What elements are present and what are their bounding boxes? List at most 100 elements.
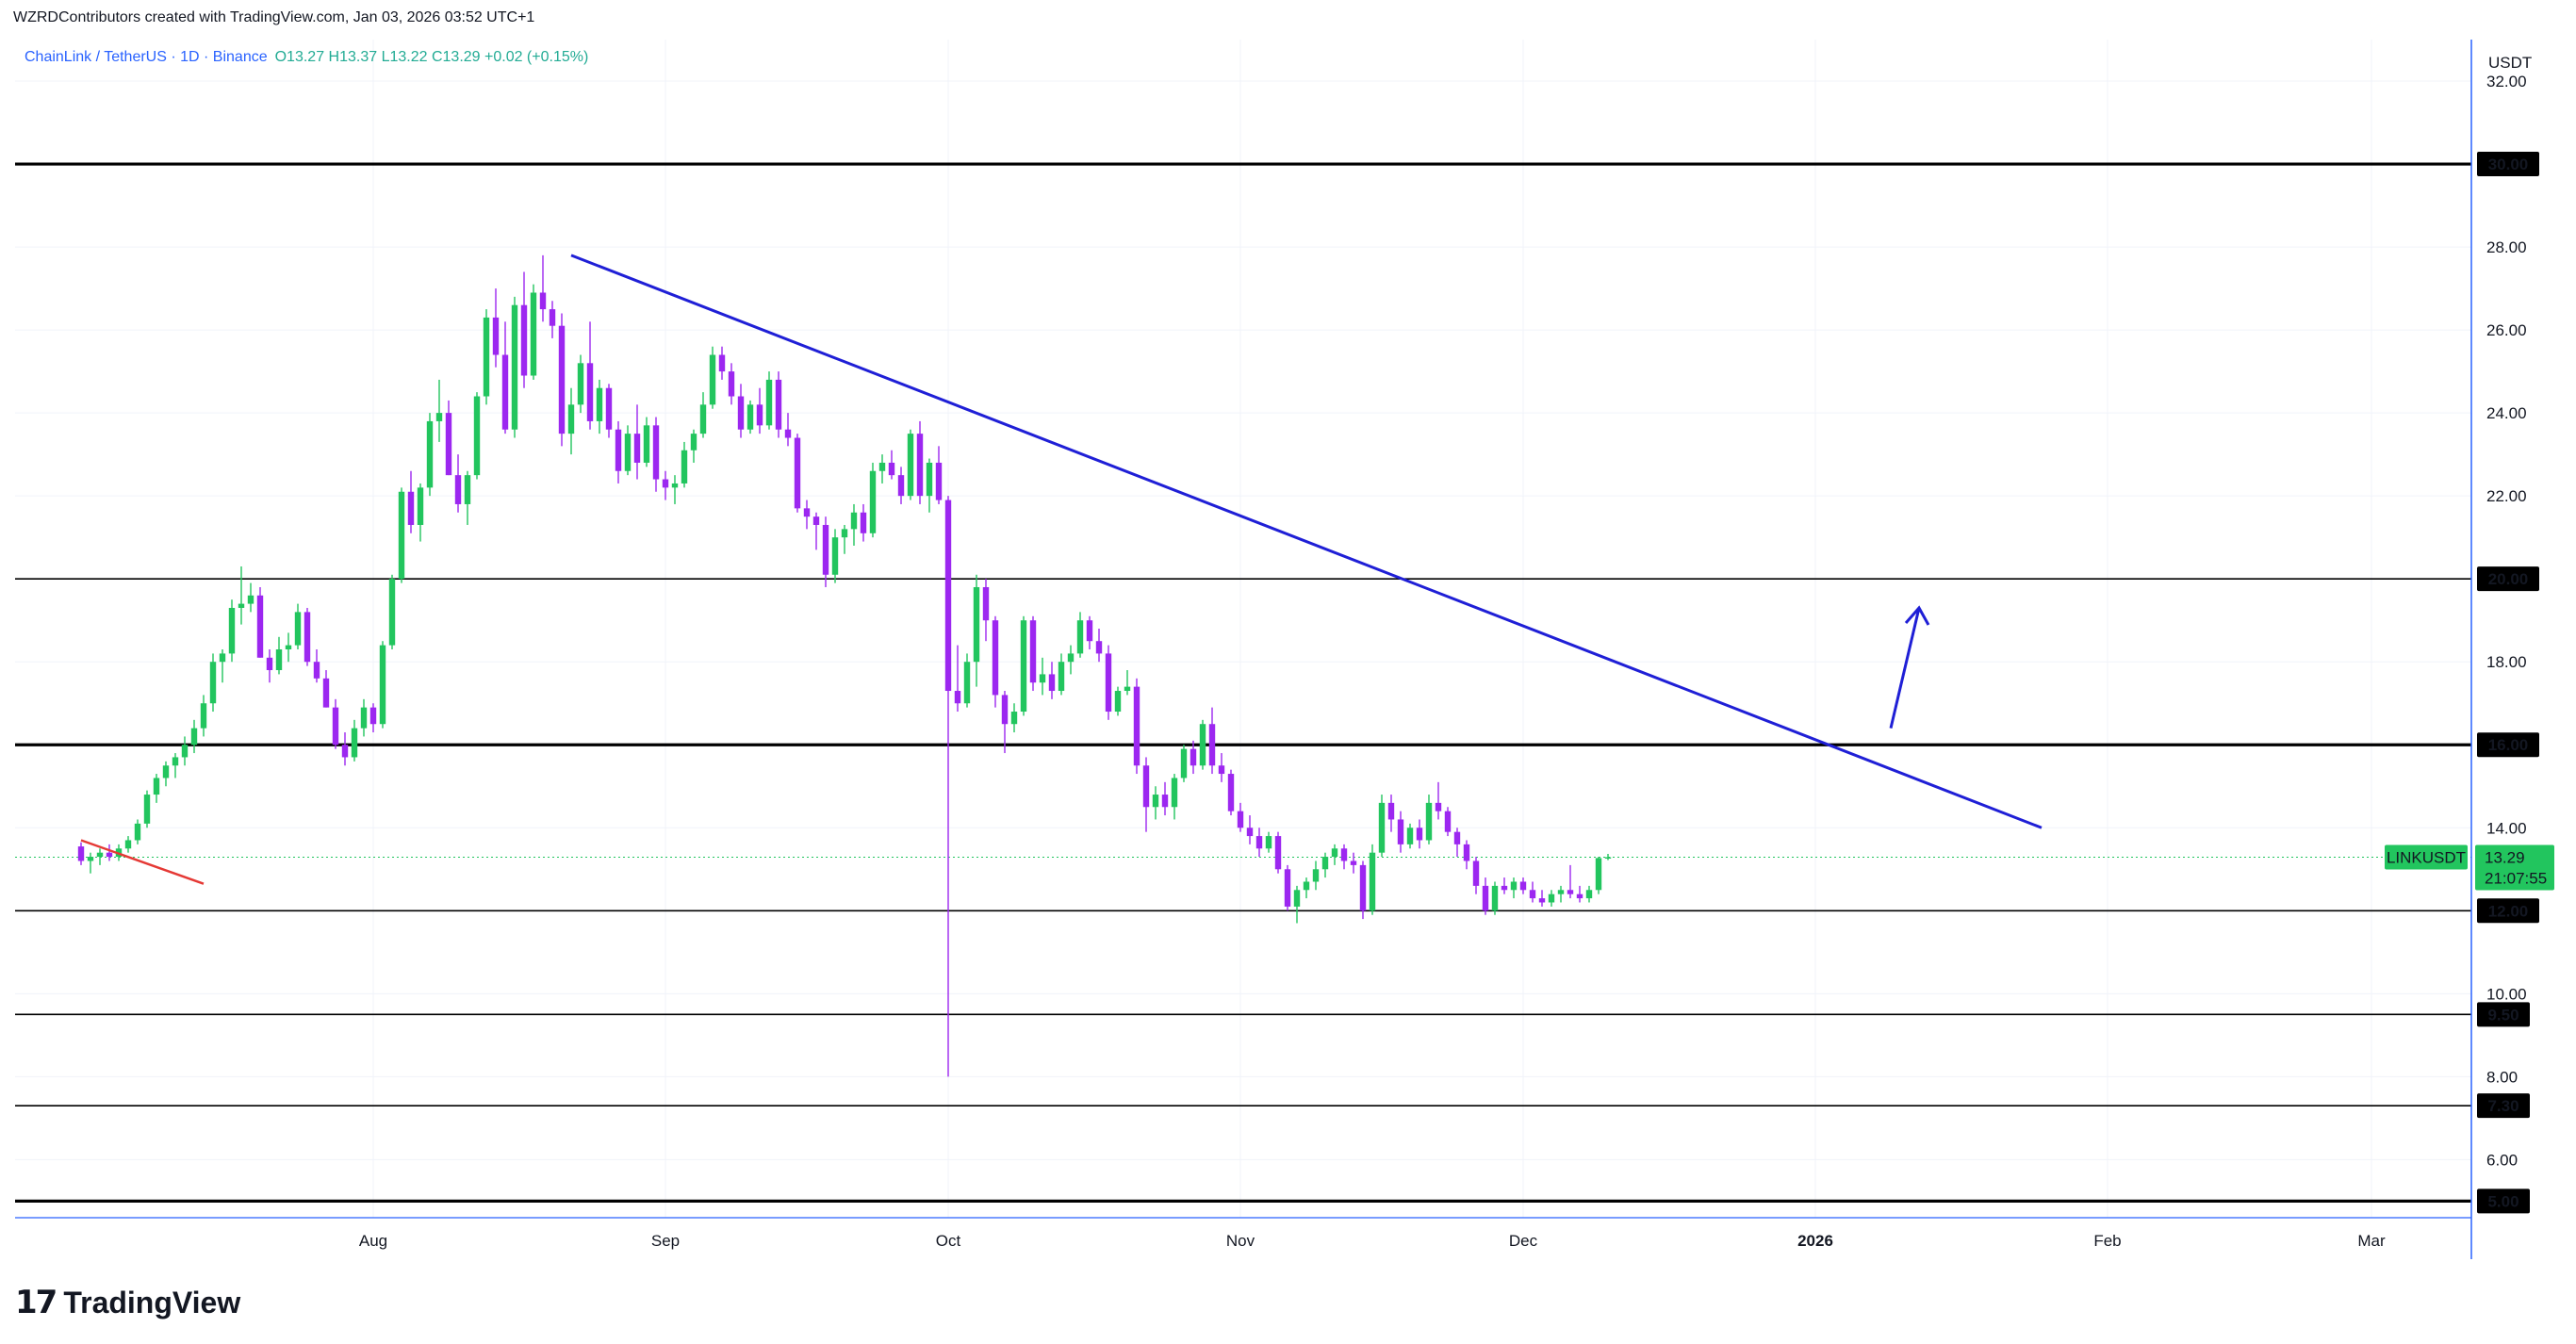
- horizontal-levels[interactable]: [15, 162, 2471, 1203]
- candle: [596, 379, 603, 434]
- candle: [1114, 686, 1122, 716]
- candle-body: [1538, 898, 1546, 903]
- candle: [539, 254, 547, 322]
- candle-body: [1001, 695, 1009, 725]
- candle: [549, 301, 556, 338]
- price-tick-label: 22.00: [2486, 487, 2527, 505]
- candle-body: [907, 434, 914, 497]
- price-tick-label: 26.00: [2486, 321, 2527, 339]
- candle: [247, 582, 254, 613]
- candle: [1227, 769, 1235, 816]
- candle: [1501, 877, 1508, 894]
- candle: [483, 309, 490, 405]
- candle: [850, 503, 858, 546]
- candle-body: [96, 852, 104, 858]
- candle: [1510, 877, 1518, 899]
- candle: [181, 736, 189, 766]
- candle-body: [935, 462, 943, 500]
- candle: [1208, 707, 1216, 775]
- candle-body: [1114, 691, 1122, 713]
- candle: [794, 434, 801, 513]
- candle: [1001, 691, 1009, 754]
- candle: [737, 384, 745, 438]
- candle: [1378, 795, 1386, 858]
- candle-body: [869, 470, 877, 533]
- candle-body: [681, 450, 688, 484]
- candle-body: [143, 795, 151, 824]
- candle-body: [1067, 653, 1075, 663]
- candle: [1529, 881, 1536, 903]
- candle-body: [1265, 836, 1272, 849]
- last-price-label: 13.29: [2485, 849, 2525, 867]
- candle: [878, 454, 886, 484]
- time-tick-label: Mar: [2357, 1232, 2386, 1250]
- candle: [869, 462, 877, 538]
- arrow-head: [1904, 605, 1930, 626]
- trendline-drawings[interactable]: [80, 254, 2043, 885]
- candle: [1142, 757, 1150, 832]
- candle-body: [332, 707, 339, 746]
- candle-body: [501, 354, 509, 430]
- red-trendline[interactable]: [80, 839, 205, 885]
- breakout-arrow[interactable]: [1889, 605, 1930, 729]
- candle: [435, 379, 443, 442]
- candle-body: [633, 434, 641, 463]
- candle: [1199, 719, 1206, 770]
- candle-body: [1557, 890, 1565, 894]
- candle-body: [1237, 811, 1244, 828]
- price-tick-label: 28.00: [2486, 238, 2527, 256]
- candle: [709, 346, 716, 409]
- candle-body: [219, 653, 226, 663]
- candle: [464, 470, 471, 525]
- tradingview-logo[interactable]: 17 TradingView: [15, 1284, 240, 1321]
- candle-body: [1284, 869, 1291, 907]
- candle: [992, 615, 999, 708]
- candle: [812, 512, 820, 550]
- candle: [134, 819, 141, 844]
- candle: [266, 649, 273, 683]
- candle: [897, 467, 905, 504]
- candle: [1425, 795, 1433, 844]
- candle-body: [1463, 844, 1470, 861]
- symbol-tag: [2385, 844, 2468, 870]
- candle: [473, 392, 481, 480]
- level-price-label: 16.00: [2488, 736, 2529, 754]
- symbol-legend[interactable]: ChainLink / TetherUS · 1D · Binance O13.2…: [25, 49, 588, 66]
- candle-body: [238, 603, 245, 608]
- candle: [1133, 678, 1140, 775]
- time-axis[interactable]: Aug Sep Oct Nov Dec 2026 Feb Mar: [15, 1217, 2471, 1250]
- candle-body: [1048, 674, 1056, 692]
- candle-body: [926, 462, 933, 497]
- bar-countdown-label: 21:07:55: [2485, 870, 2547, 888]
- candle: [586, 321, 594, 430]
- candle-body: [1585, 890, 1593, 899]
- candle-body: [1161, 795, 1169, 808]
- candle-body: [897, 475, 905, 497]
- candle: [803, 500, 811, 530]
- candle-body: [831, 537, 839, 575]
- candle: [511, 296, 518, 438]
- candle-body: [464, 475, 471, 504]
- candle: [775, 371, 782, 438]
- candle: [1124, 670, 1131, 696]
- candle-body: [1293, 890, 1301, 907]
- candle-body: [1303, 881, 1310, 891]
- candle-body: [1020, 620, 1027, 713]
- candle: [285, 632, 292, 663]
- time-tick-label: Feb: [2093, 1232, 2121, 1250]
- candle-body: [1548, 893, 1555, 903]
- candle-body: [944, 500, 952, 692]
- candle: [1039, 657, 1046, 696]
- candle: [1435, 781, 1442, 820]
- candle: [1567, 864, 1574, 899]
- candle-body: [1453, 831, 1461, 844]
- candle-body: [1312, 869, 1320, 882]
- candle: [1171, 774, 1178, 820]
- candle-body: [1482, 885, 1489, 911]
- descending-trendline[interactable]: [570, 254, 2043, 829]
- candle-body: [473, 396, 481, 476]
- candle-body: [1472, 860, 1480, 886]
- candle-body: [1406, 828, 1414, 844]
